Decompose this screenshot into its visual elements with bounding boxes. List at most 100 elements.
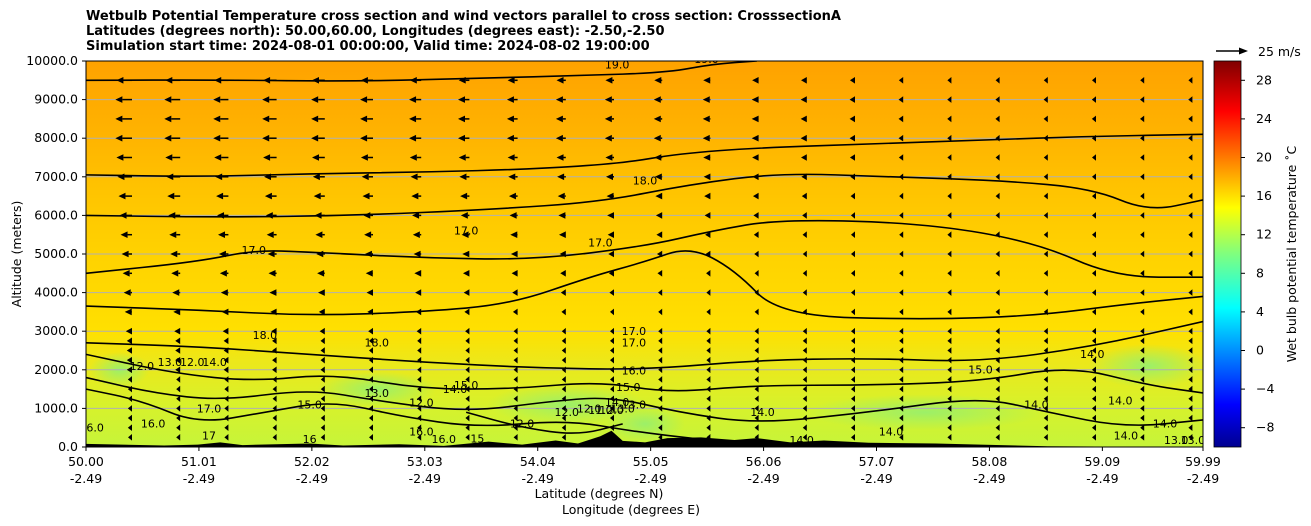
wind-vector [751,115,759,123]
title-line-2: Latitudes (degrees north): 50.00,60.00, … [86,24,665,39]
wind-vector [656,231,663,238]
wind-vector [266,231,277,238]
wind-vector [1043,231,1048,238]
wind-vector [369,395,373,403]
wind-vector [369,405,373,412]
wind-vector [899,327,904,335]
wind-vector [465,434,470,441]
wind-vector [312,173,325,181]
contour-line-13-0 [86,388,702,441]
wind-vector [800,96,807,103]
contour-label: 12.0 [599,404,624,417]
contour-label: 12.0 [577,402,602,415]
wind-vector [849,96,855,103]
wind-vector [706,424,711,431]
wind-vector [947,395,952,403]
wind-vector [216,192,229,200]
wind-vector [610,405,614,412]
wind-vector [465,424,470,431]
x-tick-label-lon: -2.49 [860,471,892,486]
wind-vector [173,308,181,316]
wind-vector [312,77,325,84]
wind-vector [417,414,422,422]
wind-vector [851,327,855,335]
wind-vector [217,231,229,238]
cool-patch [316,371,437,408]
contour-label: 14.0 [605,396,630,409]
wind-vector [213,96,229,103]
wind-vector [1092,212,1096,219]
contour-label: 18.0 [364,337,389,350]
wind-vector [1140,173,1145,181]
wind-vector [802,356,807,364]
wind-vector [1188,308,1193,316]
y-tick-label: 5000.0 [34,246,78,261]
wind-vector [560,270,566,277]
wind-vector [653,115,663,123]
wind-vector [851,366,855,374]
wind-vector [511,270,518,277]
wind-vector [802,337,807,345]
wind-vector [561,337,566,345]
wind-vector [754,337,759,345]
wind-vector [706,327,711,335]
wind-vector [556,154,566,161]
wind-vector [320,414,325,422]
wind-vector [121,250,132,258]
wind-vector [513,405,518,412]
wind-vector [218,250,229,258]
wind-vector [513,327,518,335]
wind-vector [658,376,663,383]
wind-vector [272,385,277,393]
wind-vector [176,405,181,412]
contour-line-16-0 [86,320,1203,370]
wind-vector [458,115,470,123]
contour-label: 14.0 [1114,429,1139,442]
x-axis: 50.00 -2.49 51.01 -2.49 52.02 -2.49 53.03 -2.49… [68,447,1221,486]
wind-vector [995,308,1000,316]
wind-vector [168,212,181,219]
wind-vector [417,356,422,364]
contour-label: 14.0 [443,383,468,396]
contour-label: 17.0 [622,325,647,338]
wind-vector [899,395,904,403]
wind-vector [947,231,952,238]
wind-vector [411,192,422,200]
wind-vector [1140,376,1145,383]
wind-vector [995,134,1000,142]
wind-vector [169,231,181,238]
wind-vectors [115,77,1193,441]
wind-vector [851,434,855,441]
wind-vector [272,395,277,403]
wind-vector [458,96,470,103]
colorbar-tick-label: 4 [1256,304,1264,319]
wind-vector [417,424,422,431]
wind-vector [995,270,1000,277]
wind-vector [465,356,470,364]
wind-vector [899,347,904,354]
contour-label: 13.0 [158,356,183,369]
wind-vector [947,385,952,393]
wind-vector [465,366,470,374]
wind-vector [1140,308,1145,316]
wind-vector [899,434,904,441]
wind-vector [272,337,277,345]
x-tick-label-lon: -2.49 [522,471,554,486]
wind-vector [409,154,422,161]
wind-vector [513,414,518,422]
wind-vector [115,115,132,123]
wind-vector [561,405,566,412]
wind-vector [1043,270,1048,277]
wind-vector [508,173,518,181]
wind-vector [657,289,663,296]
wind-vector [368,347,373,354]
wind-vector [1140,289,1145,296]
wind-vector [176,424,181,431]
wind-vector [1140,77,1145,84]
wind-vector [224,434,229,441]
wind-vector [224,424,229,431]
wind-vector [465,327,470,335]
wind-vector [802,376,807,383]
wind-vector [753,231,759,238]
wind-vector [947,289,952,296]
